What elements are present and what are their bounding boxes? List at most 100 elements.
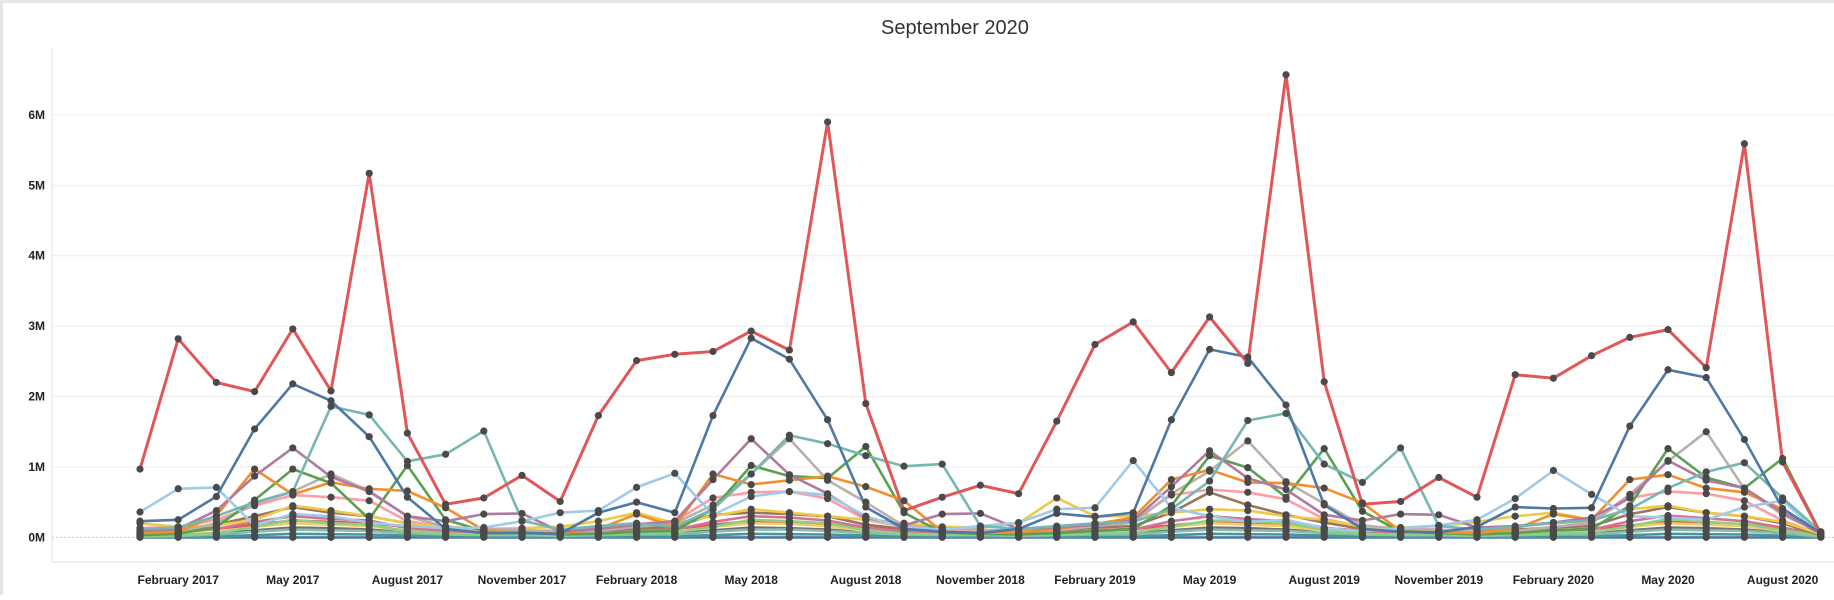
data-point-marker xyxy=(327,533,335,541)
data-point-marker xyxy=(976,528,985,536)
data-point-marker xyxy=(1282,485,1290,494)
data-point-marker xyxy=(671,517,679,525)
data-point-marker xyxy=(1397,527,1405,535)
data-point-marker xyxy=(518,509,526,518)
data-point-marker xyxy=(1206,488,1214,496)
x-tick-label: August 2017 xyxy=(372,573,444,587)
data-point-marker xyxy=(442,533,450,541)
data-point-marker xyxy=(1206,313,1214,321)
data-point-marker xyxy=(1702,524,1710,532)
data-point-marker xyxy=(1206,512,1214,520)
data-point-marker xyxy=(862,452,870,460)
data-point-marker xyxy=(1664,471,1672,479)
data-point-marker xyxy=(747,512,755,520)
data-point-marker xyxy=(289,503,297,511)
data-point-marker xyxy=(289,516,297,525)
data-point-marker xyxy=(747,517,755,525)
data-point-marker xyxy=(442,450,450,458)
data-point-marker xyxy=(1358,526,1366,534)
data-point-marker xyxy=(1129,318,1137,326)
data-point-marker xyxy=(976,481,985,489)
data-point-marker xyxy=(785,518,794,527)
data-point-marker xyxy=(327,493,335,501)
data-point-marker xyxy=(1740,485,1748,493)
data-point-marker xyxy=(785,514,794,522)
data-point-marker xyxy=(365,411,373,419)
data-point-marker xyxy=(1282,401,1290,409)
data-point-marker xyxy=(1435,511,1443,519)
data-point-marker xyxy=(1779,533,1787,541)
data-point-marker xyxy=(1244,478,1252,487)
data-point-marker xyxy=(900,462,908,470)
data-point-marker xyxy=(1435,473,1443,482)
data-point-marker xyxy=(1740,497,1748,505)
data-point-marker xyxy=(900,497,908,505)
data-point-marker xyxy=(633,483,641,491)
data-point-marker xyxy=(824,476,832,484)
data-point-marker xyxy=(174,516,182,524)
data-point-marker xyxy=(518,517,526,525)
data-point-marker xyxy=(403,528,411,537)
data-point-marker xyxy=(747,334,755,342)
data-point-marker xyxy=(1740,459,1748,467)
data-point-marker xyxy=(1549,533,1557,541)
data-point-marker xyxy=(1549,374,1557,382)
data-point-marker xyxy=(1244,353,1252,361)
data-point-marker xyxy=(1282,533,1290,541)
data-point-marker xyxy=(1702,364,1710,372)
data-point-marker xyxy=(709,470,717,478)
data-point-marker xyxy=(1244,416,1252,425)
data-point-marker xyxy=(1588,533,1596,541)
data-point-marker xyxy=(1091,504,1099,512)
data-point-marker xyxy=(785,346,794,354)
x-tick-label: August 2018 xyxy=(830,573,902,587)
x-tick-label: August 2019 xyxy=(1289,573,1361,587)
data-point-marker xyxy=(327,397,335,405)
data-point-marker xyxy=(1740,521,1748,529)
data-point-marker xyxy=(1320,378,1328,386)
data-point-marker xyxy=(365,497,373,505)
data-point-marker xyxy=(1053,494,1061,502)
data-point-marker xyxy=(251,521,259,529)
data-point-marker xyxy=(212,507,220,515)
data-point-marker xyxy=(1320,524,1328,532)
data-point-marker xyxy=(136,519,144,527)
data-point-marker xyxy=(824,533,832,541)
data-point-marker xyxy=(1626,510,1634,518)
data-point-marker xyxy=(442,516,450,524)
data-point-marker xyxy=(1358,507,1366,515)
data-point-marker xyxy=(785,435,794,443)
data-point-marker xyxy=(1626,333,1634,341)
data-point-marker xyxy=(1740,533,1748,541)
data-point-marker xyxy=(480,510,488,518)
data-point-marker xyxy=(1015,533,1023,541)
data-point-marker xyxy=(1015,490,1023,498)
data-point-marker xyxy=(976,533,985,541)
data-point-marker xyxy=(1053,533,1061,541)
data-point-marker xyxy=(1702,373,1710,382)
data-point-marker xyxy=(671,533,679,541)
data-point-marker xyxy=(1588,490,1596,499)
data-point-marker xyxy=(212,492,220,501)
data-point-marker xyxy=(1779,497,1787,505)
data-point-marker xyxy=(212,378,220,387)
data-point-marker xyxy=(1626,521,1634,529)
data-point-marker xyxy=(1664,487,1672,496)
data-point-marker xyxy=(671,525,679,533)
top-border xyxy=(0,0,1834,3)
data-point-marker xyxy=(824,495,832,503)
data-point-marker xyxy=(633,533,641,541)
data-point-marker xyxy=(1282,495,1290,503)
data-point-marker xyxy=(1626,533,1634,541)
data-point-marker xyxy=(403,429,411,437)
data-point-marker xyxy=(1167,502,1175,510)
data-point-marker xyxy=(403,533,411,541)
data-point-marker xyxy=(824,526,832,534)
data-point-marker xyxy=(289,523,297,532)
data-point-marker xyxy=(1664,523,1672,532)
data-point-marker xyxy=(785,487,794,496)
data-point-marker xyxy=(1626,505,1634,513)
data-point-marker xyxy=(1588,352,1596,360)
data-point-marker xyxy=(174,485,182,493)
data-point-marker xyxy=(251,425,259,433)
